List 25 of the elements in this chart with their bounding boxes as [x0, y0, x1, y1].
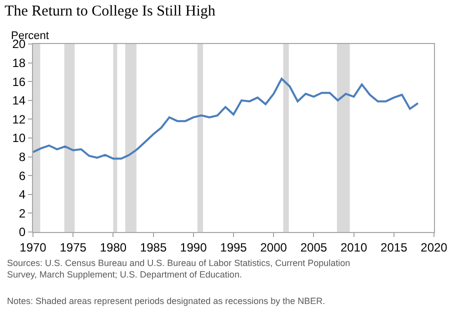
- x-tick-label: 1995: [220, 240, 248, 254]
- x-tick-label: 1985: [140, 240, 167, 254]
- x-tick-label: 2005: [300, 240, 328, 254]
- x-tick-label: 2010: [340, 240, 368, 254]
- y-tick-label: 14: [12, 94, 26, 108]
- y-tick-label: 18: [12, 56, 26, 70]
- x-tick-label: 2000: [260, 240, 288, 254]
- x-tick-label: 1975: [60, 240, 87, 254]
- y-tick-label: 4: [18, 188, 26, 202]
- x-tick-label: 1980: [100, 240, 127, 254]
- y-tick-label: 10: [12, 131, 26, 146]
- x-tick-label: 2020: [420, 240, 448, 254]
- y-tick-label: 8: [18, 150, 26, 164]
- x-tick-label: 2015: [380, 240, 408, 254]
- y-tick-label: 6: [18, 168, 26, 183]
- x-tick-label: 1990: [180, 240, 208, 254]
- text: Notes: Shaded areas represent periods designated as recessions by the NBER.: [7, 296, 326, 306]
- y-tick-label: 2: [18, 206, 26, 220]
- x-tick-label: 1970: [20, 240, 47, 254]
- y-tick-label: 16: [12, 74, 26, 89]
- source-note: Sources: U.S. Census Bureau and U.S. Bureau of Labor Statistics, Current Population Survey, March Supplement; U.S. Department of Education.: [7, 258, 350, 280]
- y-tick-label: 0: [18, 225, 26, 240]
- chart-title: The Return to College Is Still High: [4, 3, 216, 20]
- y-tick-label: 12: [12, 112, 26, 126]
- line-series: [33, 78, 419, 160]
